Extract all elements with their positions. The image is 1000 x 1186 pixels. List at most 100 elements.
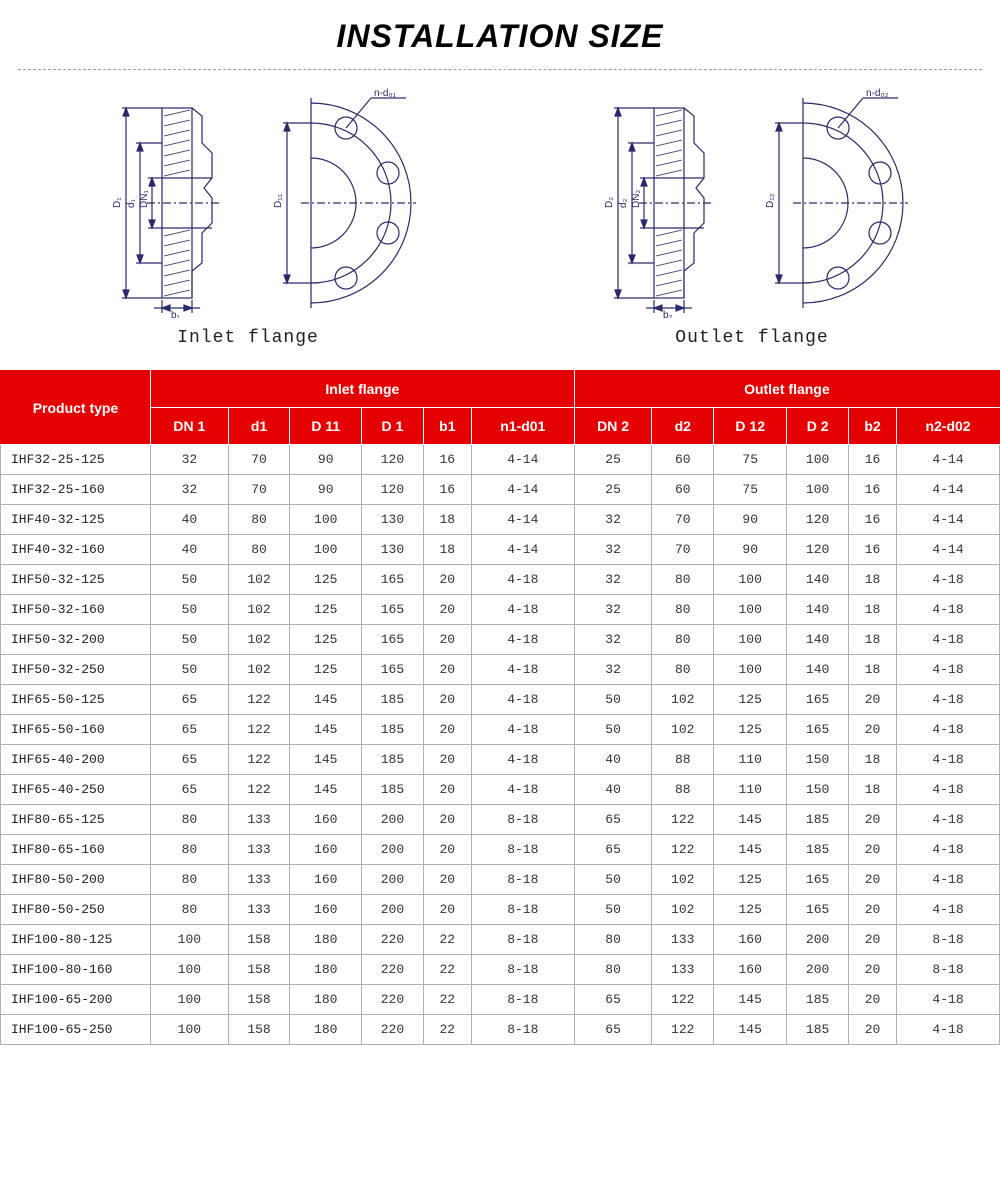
outlet-front-view: D₁₂ n-d₀₂ xyxy=(743,88,908,318)
value-cell: 25 xyxy=(574,445,652,475)
value-cell: 140 xyxy=(787,595,849,625)
page-title: INSTALLATION SIZE xyxy=(0,0,1000,69)
value-cell: 4-18 xyxy=(897,985,1000,1015)
value-cell: 32 xyxy=(151,445,229,475)
value-cell: 102 xyxy=(652,895,714,925)
nd02-label: n-d₀₂ xyxy=(866,88,889,99)
value-cell: 4-14 xyxy=(897,505,1000,535)
value-cell: 4-14 xyxy=(471,475,574,505)
value-cell: 145 xyxy=(290,715,362,745)
value-cell: 20 xyxy=(423,595,471,625)
value-cell: 20 xyxy=(848,865,896,895)
table-row: IHF100-80-125100158180220228-18801331602… xyxy=(1,925,1000,955)
table-row: IHF80-50-20080133160200208-1850102125165… xyxy=(1,865,1000,895)
value-cell: 18 xyxy=(423,505,471,535)
value-cell: 18 xyxy=(848,565,896,595)
value-cell: 133 xyxy=(228,895,290,925)
nd01-label: n-d₀₁ xyxy=(374,88,397,99)
value-cell: 90 xyxy=(290,445,362,475)
th-n2d02: n2-d02 xyxy=(897,408,1000,445)
value-cell: 75 xyxy=(714,475,787,505)
product-cell: IHF100-65-250 xyxy=(1,1015,151,1045)
value-cell: 180 xyxy=(290,1015,362,1045)
value-cell: 80 xyxy=(652,625,714,655)
value-cell: 4-18 xyxy=(897,745,1000,775)
th-inlet-flange: Inlet flange xyxy=(151,371,575,408)
value-cell: 20 xyxy=(423,565,471,595)
value-cell: 60 xyxy=(652,475,714,505)
value-cell: 50 xyxy=(151,655,229,685)
value-cell: 140 xyxy=(787,625,849,655)
value-cell: 125 xyxy=(290,565,362,595)
value-cell: 102 xyxy=(228,625,290,655)
value-cell: 18 xyxy=(848,745,896,775)
value-cell: 20 xyxy=(848,925,896,955)
value-cell: 220 xyxy=(362,985,424,1015)
th-D2: D 2 xyxy=(787,408,849,445)
th-b1: b1 xyxy=(423,408,471,445)
value-cell: 4-18 xyxy=(897,865,1000,895)
product-cell: IHF100-80-125 xyxy=(1,925,151,955)
value-cell: 125 xyxy=(290,655,362,685)
value-cell: 20 xyxy=(848,835,896,865)
value-cell: 4-18 xyxy=(897,775,1000,805)
value-cell: 185 xyxy=(787,835,849,865)
value-cell: 18 xyxy=(423,535,471,565)
value-cell: 16 xyxy=(848,475,896,505)
th-d1: d1 xyxy=(228,408,290,445)
value-cell: 8-18 xyxy=(471,805,574,835)
value-cell: 80 xyxy=(652,565,714,595)
value-cell: 185 xyxy=(787,805,849,835)
value-cell: 20 xyxy=(848,805,896,835)
value-cell: 8-18 xyxy=(897,955,1000,985)
th-d11: D 11 xyxy=(290,408,362,445)
value-cell: 4-14 xyxy=(471,505,574,535)
product-cell: IHF65-50-160 xyxy=(1,715,151,745)
value-cell: 65 xyxy=(151,715,229,745)
value-cell: 65 xyxy=(151,685,229,715)
value-cell: 32 xyxy=(574,655,652,685)
value-cell: 160 xyxy=(714,955,787,985)
value-cell: 80 xyxy=(228,505,290,535)
value-cell: 122 xyxy=(228,715,290,745)
value-cell: 20 xyxy=(848,985,896,1015)
diagram-row: D₁ d₁ DN₁ b₁ D₁₁ xyxy=(0,88,1000,324)
value-cell: 20 xyxy=(423,775,471,805)
value-cell: 80 xyxy=(652,655,714,685)
value-cell: 125 xyxy=(714,865,787,895)
value-cell: 165 xyxy=(787,865,849,895)
value-cell: 125 xyxy=(714,895,787,925)
value-cell: 80 xyxy=(151,865,229,895)
value-cell: 80 xyxy=(228,535,290,565)
value-cell: 145 xyxy=(290,775,362,805)
value-cell: 133 xyxy=(652,925,714,955)
value-cell: 32 xyxy=(574,565,652,595)
value-cell: 90 xyxy=(290,475,362,505)
value-cell: 65 xyxy=(574,985,652,1015)
product-cell: IHF50-32-200 xyxy=(1,625,151,655)
value-cell: 185 xyxy=(787,1015,849,1045)
value-cell: 70 xyxy=(228,475,290,505)
value-cell: 100 xyxy=(714,655,787,685)
table-row: IHF50-32-25050102125165204-1832801001401… xyxy=(1,655,1000,685)
value-cell: 158 xyxy=(228,985,290,1015)
value-cell: 185 xyxy=(362,715,424,745)
table-row: IHF100-65-200100158180220228-18651221451… xyxy=(1,985,1000,1015)
value-cell: 4-18 xyxy=(471,655,574,685)
value-cell: 4-18 xyxy=(471,625,574,655)
value-cell: 165 xyxy=(362,655,424,685)
value-cell: 25 xyxy=(574,475,652,505)
value-cell: 20 xyxy=(423,745,471,775)
product-cell: IHF50-32-125 xyxy=(1,565,151,595)
value-cell: 158 xyxy=(228,1015,290,1045)
value-cell: 90 xyxy=(714,505,787,535)
value-cell: 145 xyxy=(714,835,787,865)
value-cell: 122 xyxy=(652,985,714,1015)
value-cell: 145 xyxy=(714,1015,787,1045)
value-cell: 32 xyxy=(574,625,652,655)
value-cell: 32 xyxy=(574,595,652,625)
dn1-label: DN₁ xyxy=(139,190,150,208)
value-cell: 4-18 xyxy=(471,685,574,715)
table-row: IHF65-40-25065122145185204-1840881101501… xyxy=(1,775,1000,805)
value-cell: 100 xyxy=(787,475,849,505)
